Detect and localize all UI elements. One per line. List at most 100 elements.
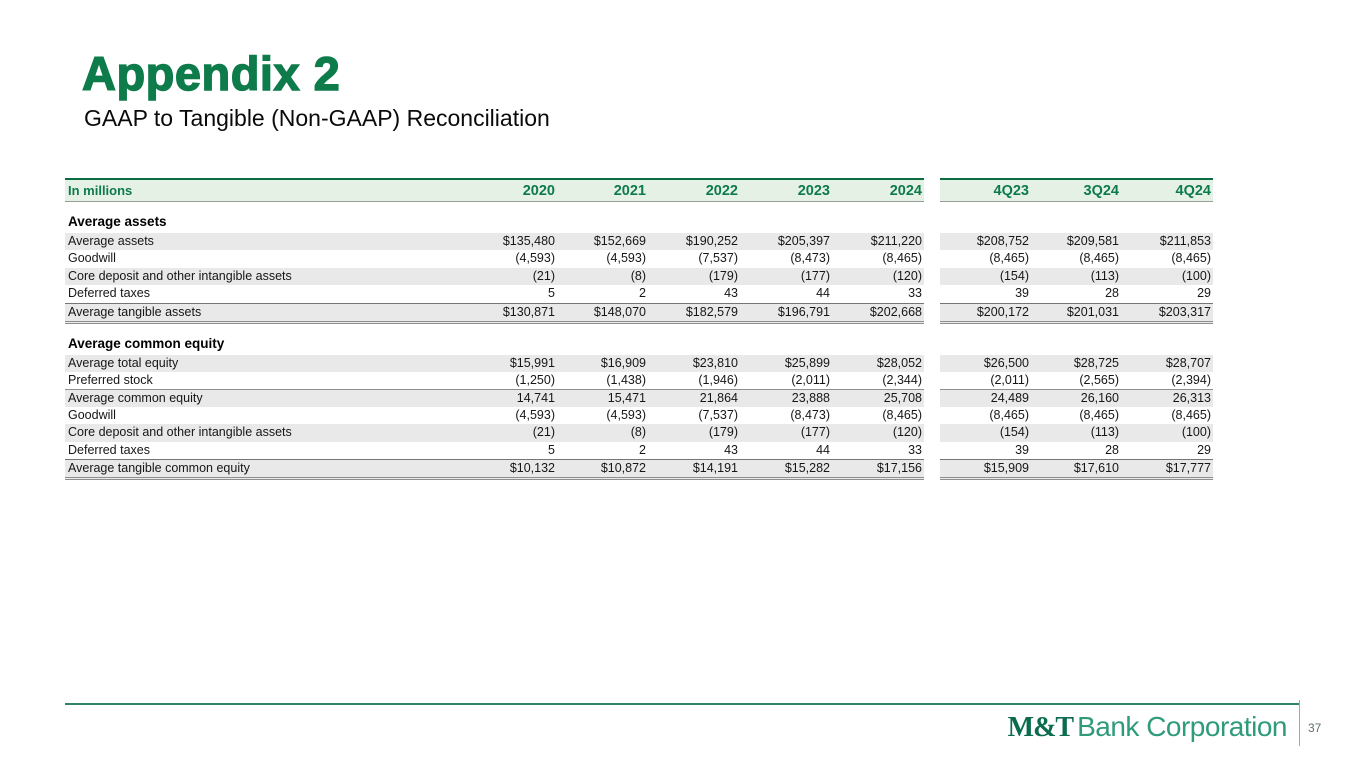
row-value: $16,909	[557, 354, 648, 372]
row-value: (177)	[740, 424, 832, 442]
row-value: (21)	[465, 424, 557, 442]
table-row: Deferred taxes 5 2 43 44 33 39 28 29	[65, 441, 1213, 459]
row-value: (1,250)	[465, 371, 557, 390]
table-header-row: In millions 2020 2021 2022 2023 2024 4Q23 3Q24 4…	[65, 178, 1213, 202]
column-header: 3Q24	[1031, 178, 1121, 202]
mt-bank-logo: M&T Bank Corporation	[1007, 711, 1288, 744]
column-header: 2023	[740, 178, 832, 202]
logo-bank-corporation: Bank Corporation	[1077, 711, 1287, 742]
row-value: 44	[740, 285, 832, 303]
column-gap	[924, 178, 940, 202]
row-value: (8,465)	[832, 250, 924, 268]
row-value: 21,864	[648, 389, 740, 407]
row-value: $202,668	[832, 302, 924, 324]
column-gap	[924, 285, 940, 303]
column-gap	[924, 458, 940, 480]
row-value: $201,031	[1031, 302, 1121, 324]
row-value: (8,465)	[1121, 406, 1213, 425]
row-value: (4,593)	[465, 250, 557, 268]
row-value: $208,752	[940, 233, 1031, 251]
row-value: (8,465)	[1121, 250, 1213, 268]
row-value: $209,581	[1031, 233, 1121, 251]
row-value: 2	[557, 285, 648, 303]
row-value: 33	[832, 285, 924, 303]
page-number: 37	[1308, 721, 1322, 735]
row-value: $196,791	[740, 302, 832, 324]
row-label: Goodwill	[65, 406, 465, 425]
row-value: $17,156	[832, 458, 924, 480]
column-gap	[924, 354, 940, 372]
row-value: $28,707	[1121, 354, 1213, 372]
row-value: (1,946)	[648, 371, 740, 390]
column-header: 2020	[465, 178, 557, 202]
table-row: Average total equity $15,991 $16,909 $23,81…	[65, 354, 1213, 372]
row-value: 43	[648, 441, 740, 459]
column-gap	[924, 371, 940, 390]
row-value: (2,565)	[1031, 371, 1121, 390]
row-value: $152,669	[557, 233, 648, 251]
column-header: 2021	[557, 178, 648, 202]
row-value: $15,282	[740, 458, 832, 480]
row-value: $205,397	[740, 233, 832, 251]
column-gap	[924, 406, 940, 425]
table-row: Average common equity 14,741 15,471 21,864 2…	[65, 389, 1213, 407]
row-value: 43	[648, 285, 740, 303]
row-value: $203,317	[1121, 302, 1213, 324]
row-value: (100)	[1121, 267, 1213, 286]
row-value: (2,011)	[740, 371, 832, 390]
row-label: Preferred stock	[65, 371, 465, 390]
row-value: (7,537)	[648, 406, 740, 425]
column-gap	[924, 302, 940, 324]
row-value: (4,593)	[557, 250, 648, 268]
row-value: $10,132	[465, 458, 557, 480]
row-value: (7,537)	[648, 250, 740, 268]
row-value: $28,052	[832, 354, 924, 372]
row-value: 25,708	[832, 389, 924, 407]
column-header: 4Q23	[940, 178, 1031, 202]
row-value: $130,871	[465, 302, 557, 324]
row-label: Average total equity	[65, 354, 465, 372]
column-gap	[924, 233, 940, 251]
unit-label: In millions	[65, 178, 465, 202]
table-row: Preferred stock (1,250) (1,438) (1,946) (2,0…	[65, 371, 1213, 390]
row-value: $190,252	[648, 233, 740, 251]
row-value: $15,909	[940, 458, 1031, 480]
row-label: Deferred taxes	[65, 441, 465, 459]
row-value: $148,070	[557, 302, 648, 324]
row-value: (8,465)	[1031, 250, 1121, 268]
row-label: Average common equity	[65, 389, 465, 407]
row-value: (113)	[1031, 424, 1121, 442]
row-value: 39	[940, 285, 1031, 303]
row-value: $211,853	[1121, 233, 1213, 251]
row-value: 28	[1031, 441, 1121, 459]
row-value: (1,438)	[557, 371, 648, 390]
row-value: (120)	[832, 267, 924, 286]
row-value: (4,593)	[557, 406, 648, 425]
column-gap	[924, 250, 940, 268]
page-subtitle: GAAP to Tangible (Non-GAAP) Reconciliati…	[84, 105, 550, 131]
section-heading: Average common equity	[68, 335, 225, 351]
section-heading: Average assets	[68, 214, 167, 229]
column-gap	[924, 267, 940, 286]
footer-separator	[1299, 700, 1300, 746]
table-row: Goodwill (4,593) (4,593) (7,537) (8,473) (8,4…	[65, 250, 1213, 268]
row-value: (8)	[557, 267, 648, 286]
row-value: $28,725	[1031, 354, 1121, 372]
row-value: (113)	[1031, 267, 1121, 286]
row-value: (8,465)	[832, 406, 924, 425]
row-value: $26,500	[940, 354, 1031, 372]
row-value: (8,473)	[740, 250, 832, 268]
row-value: 26,313	[1121, 389, 1213, 407]
row-value: $200,172	[940, 302, 1031, 324]
row-value: 33	[832, 441, 924, 459]
logo-mt-mark: M&T	[1007, 712, 1074, 743]
column-gap	[924, 424, 940, 442]
row-value: (179)	[648, 267, 740, 286]
row-value: (4,593)	[465, 406, 557, 425]
table-row: Goodwill (4,593) (4,593) (7,537) (8,473) (8,4…	[65, 406, 1213, 425]
page-title: Appendix 2	[81, 46, 341, 100]
row-label: Average tangible common equity	[65, 458, 465, 480]
row-value: 29	[1121, 285, 1213, 303]
row-value: (2,394)	[1121, 371, 1213, 390]
